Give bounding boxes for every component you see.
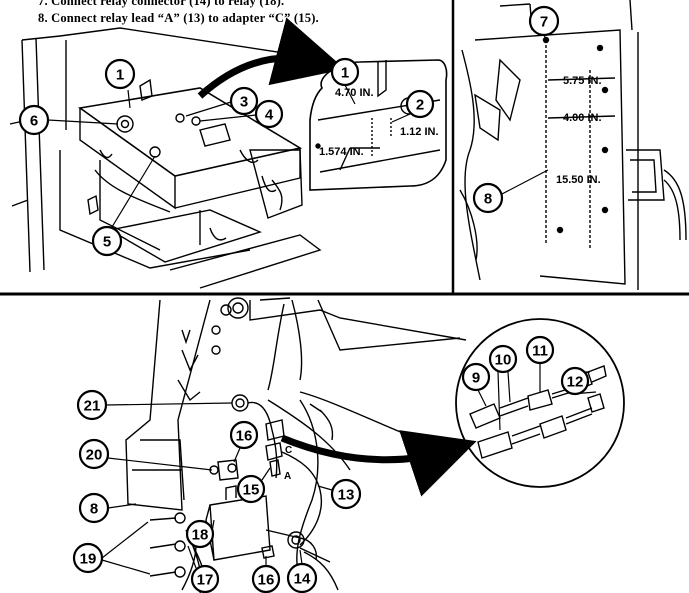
callout-circle	[185, 519, 215, 549]
callout-circle	[525, 335, 555, 365]
callout-number-8: 8	[90, 501, 98, 518]
callout-circle	[91, 225, 123, 257]
callout-circle	[472, 182, 504, 214]
callout-leader-line	[127, 89, 131, 109]
callout-circle	[229, 420, 259, 450]
callout-number-10: 10	[495, 352, 512, 369]
callout-leader-line	[185, 101, 232, 117]
callout-number-14: 14	[294, 571, 311, 588]
callout-leader-line	[101, 521, 149, 559]
callout-leader-line	[261, 467, 271, 481]
callout-number-18: 18	[192, 527, 209, 544]
callout-circle	[236, 474, 266, 504]
callout-circle	[190, 564, 220, 593]
callout-circle	[461, 362, 491, 392]
instruction-step-7: 7. Connect relay connector (14) to relay…	[38, 0, 285, 8]
callout-circle	[488, 344, 518, 374]
callout-leader-line	[187, 545, 197, 569]
callout-number-6: 6	[30, 113, 38, 130]
callout-circle	[286, 562, 318, 593]
callout-leader-line	[497, 371, 501, 431]
dimension-label: 15.50 IN.	[556, 174, 601, 186]
callout-circle	[330, 57, 360, 87]
callout-circle	[251, 564, 281, 593]
callout-number-8: 8	[484, 191, 492, 208]
dimension-label: 1.574 IN.	[319, 146, 364, 158]
callout-leader-line	[477, 389, 487, 407]
dimension-label: 5.75 IN.	[563, 75, 602, 87]
callout-circle	[254, 99, 284, 129]
callout-circle	[72, 542, 104, 574]
callout-circle	[528, 5, 560, 37]
callout-number-11: 11	[532, 343, 548, 360]
adapter-letter-label: C	[285, 445, 292, 456]
callout-number-21: 21	[84, 398, 101, 415]
callout-circle	[560, 366, 590, 396]
panel-dividers	[0, 0, 689, 296]
callout-leader-line	[107, 457, 213, 471]
callout-leader-line	[199, 114, 257, 122]
callout-number-16: 16	[258, 572, 275, 589]
callout-leader-line	[317, 485, 333, 491]
compartment-drawing	[9, 27, 331, 289]
callout-circle	[78, 438, 110, 470]
callout-leader-line	[105, 402, 233, 406]
adapter-letter-label: A	[284, 471, 291, 482]
callout-leader-line	[391, 113, 411, 123]
instruction-step-8: 8. Connect relay lead “A” (13) to adapte…	[38, 11, 319, 25]
callout-leader-line	[344, 84, 356, 105]
callout-number-16: 16	[236, 428, 253, 445]
callout-number-5: 5	[103, 234, 111, 251]
callout-number-15: 15	[243, 482, 260, 499]
callout-number-2: 2	[416, 97, 424, 114]
callout-leader-line	[507, 371, 511, 403]
callout-number-9: 9	[472, 370, 480, 387]
callout-leader-line	[299, 549, 303, 565]
callout-number-1: 1	[341, 65, 349, 82]
callout-circle	[18, 104, 50, 136]
callout-circle	[76, 389, 108, 421]
callout-leader-line	[501, 169, 549, 195]
callout-number-20: 20	[86, 447, 103, 464]
callout-number-12: 12	[567, 374, 584, 391]
dimension-inset	[309, 59, 448, 191]
callout-leader-line	[233, 447, 241, 463]
callout-leader-line	[47, 119, 119, 125]
dimension-label: 4.70 IN.	[335, 87, 374, 99]
callout-number-4: 4	[265, 107, 274, 124]
relay-assembly-drawing	[125, 297, 467, 593]
callout-circle	[104, 58, 136, 90]
callout-circle	[405, 89, 435, 119]
callout-number-17: 17	[197, 572, 214, 589]
callout-number-7: 7	[540, 14, 548, 31]
relay-leads-inset	[455, 318, 625, 488]
callout-leader-line	[111, 155, 156, 228]
callout-number-1: 1	[116, 67, 124, 84]
callout-leader-line	[107, 503, 137, 509]
callout-number-13: 13	[338, 487, 355, 504]
side-panel-drawing	[459, 0, 687, 290]
callout-number-19: 19	[80, 551, 97, 568]
callout-leader-line	[101, 559, 151, 575]
callout-circle	[78, 492, 110, 524]
transfer-arrow-bottom	[280, 430, 477, 497]
dimension-label: 4.00 IN.	[563, 112, 602, 124]
dimension-label: 1.12 IN.	[400, 126, 439, 138]
callout-number-3: 3	[240, 94, 248, 111]
callout-circle	[229, 86, 259, 116]
callout-circle	[330, 478, 362, 510]
transfer-arrow-top	[197, 17, 346, 99]
